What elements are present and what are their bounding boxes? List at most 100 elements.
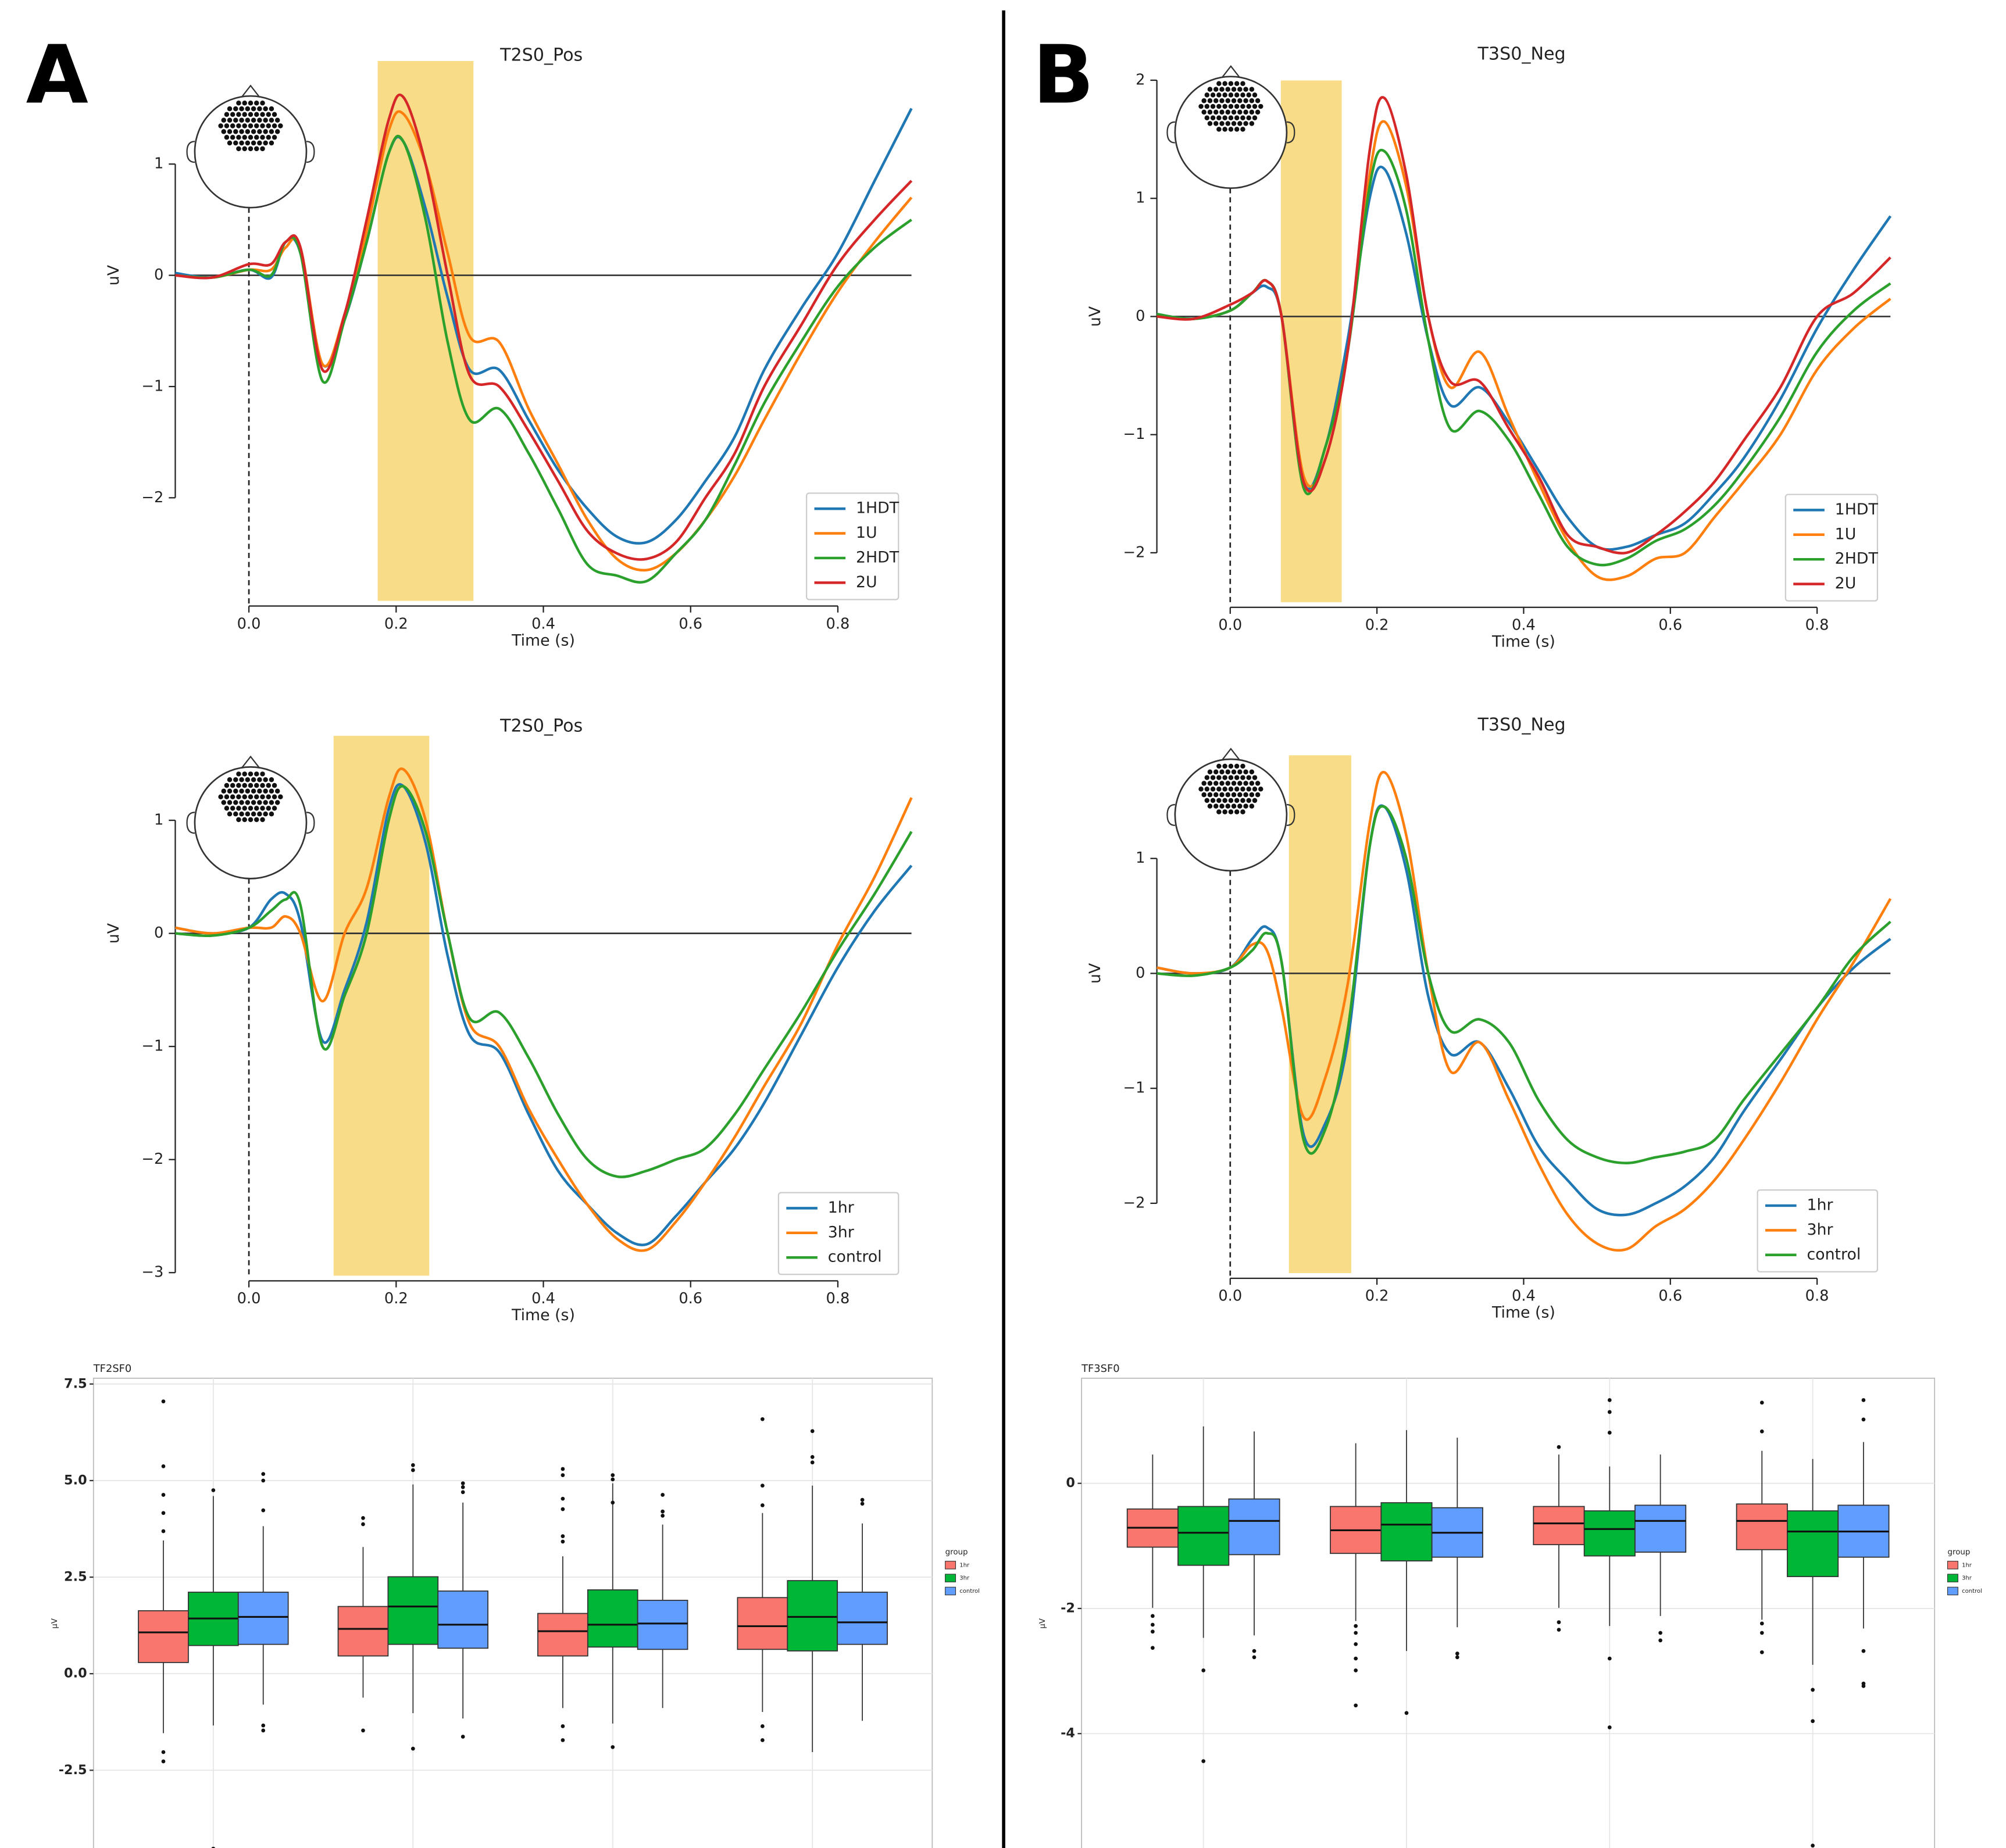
y-tick-label: 1 <box>154 155 163 173</box>
legend-key <box>945 1586 956 1596</box>
sensor-dot <box>1234 127 1240 132</box>
sensor-dot <box>236 771 241 777</box>
y-tick-label: 0 <box>1136 308 1145 325</box>
y-tick-label: 0 <box>154 924 163 942</box>
sensor-dot <box>1210 92 1216 98</box>
sensor-dot <box>1201 98 1207 103</box>
sensor-dot <box>1216 127 1222 132</box>
box <box>737 1597 788 1650</box>
x-tick-label: 0.8 <box>1805 617 1829 634</box>
sensor-dot <box>263 777 268 782</box>
sensor-dot <box>218 123 223 128</box>
sensor-dot <box>251 777 256 782</box>
sensor-dot <box>1237 109 1243 115</box>
outlier <box>761 1484 765 1488</box>
box <box>1787 1510 1839 1577</box>
sensor-dot <box>1207 769 1213 775</box>
sensor-dot <box>245 777 251 782</box>
sensor-dot <box>1225 109 1230 115</box>
head-ear <box>306 141 315 163</box>
sensor-dot <box>1198 787 1204 792</box>
sensor-dot <box>239 117 244 123</box>
outlier <box>1557 1620 1561 1624</box>
sensor-dot <box>230 112 235 117</box>
sensor-dot <box>227 800 233 805</box>
sensor-dot <box>272 112 277 117</box>
sensor-dot <box>1219 121 1225 126</box>
sensor-dot <box>1228 115 1234 120</box>
sensor-dot <box>242 146 247 152</box>
sensor-dot <box>254 771 259 777</box>
outlier <box>1252 1649 1257 1653</box>
y-axis-label: μV <box>51 1618 59 1629</box>
sensor-dot <box>1228 809 1234 814</box>
legend-label: control <box>828 1248 882 1266</box>
sensor-dot <box>1219 769 1225 775</box>
outlier <box>1557 1628 1561 1632</box>
sensor-dot <box>254 123 259 128</box>
sensor-dot <box>242 101 247 106</box>
sensor-dot <box>1240 787 1245 792</box>
sensor-dot <box>233 788 238 794</box>
legend-key <box>1947 1561 1958 1570</box>
outlier <box>1354 1656 1358 1661</box>
outlier <box>561 1724 565 1728</box>
sensor-dot <box>260 101 265 106</box>
box <box>1583 1510 1636 1557</box>
sensor-dot <box>221 800 226 805</box>
sensor-dot <box>224 112 230 117</box>
outlier <box>261 1472 266 1476</box>
sensor-dot <box>1225 781 1230 786</box>
sensor-dot <box>233 811 238 817</box>
sensor-dot <box>1228 127 1234 132</box>
outlier <box>1658 1638 1662 1643</box>
sensor-dot <box>227 811 233 817</box>
highlight-span <box>1280 80 1342 602</box>
sensor-dot <box>239 811 244 817</box>
sensor-dot <box>1219 98 1225 103</box>
sensor-dot <box>269 140 274 146</box>
sensor-dot <box>1252 92 1258 98</box>
sensor-dot <box>272 794 277 799</box>
head-nose <box>1221 65 1241 78</box>
sensor-dot <box>260 806 265 811</box>
head-ear <box>306 812 315 834</box>
x-tick-label: 0.0 <box>1218 1288 1242 1305</box>
x-tick-label: 0.6 <box>679 1290 702 1307</box>
sensor-dot <box>1201 781 1207 786</box>
legend-label: 1hr <box>959 1562 970 1568</box>
sensor-dot <box>227 106 233 112</box>
sensor-dot <box>224 123 230 128</box>
sensor-dot <box>272 134 277 140</box>
sensor-dot <box>263 129 268 134</box>
series-line <box>175 785 913 1178</box>
sensor-dot <box>266 782 272 788</box>
outlier <box>810 1460 815 1465</box>
outlier <box>411 1746 415 1751</box>
outlier <box>860 1502 865 1506</box>
sensor-dot <box>1246 92 1251 98</box>
sensor-dot <box>227 788 233 794</box>
sensor-dot <box>1240 763 1245 769</box>
outlier <box>1201 1668 1206 1672</box>
x-tick-label: 0.8 <box>826 1290 850 1307</box>
sensor-dot <box>1204 787 1210 792</box>
outlier <box>161 1750 166 1754</box>
series-line <box>1157 148 1891 567</box>
outlier <box>411 1468 415 1472</box>
x-tick-label: 0.4 <box>1512 1288 1536 1305</box>
x-tick-label: 0.2 <box>384 1290 408 1307</box>
sensor-dot <box>1249 803 1255 809</box>
sensor-dot <box>233 800 238 805</box>
sensor-dot <box>236 782 241 788</box>
x-tick-label: 0.2 <box>1365 1288 1389 1305</box>
sensor-dot <box>278 123 283 128</box>
outlier <box>1658 1631 1662 1635</box>
legend-key <box>1947 1586 1958 1596</box>
sensor-dot <box>1210 798 1216 803</box>
sensor-dot <box>254 806 259 811</box>
outlier <box>761 1724 765 1728</box>
sensor-dot <box>260 794 265 799</box>
sensor-dot <box>1252 115 1258 120</box>
